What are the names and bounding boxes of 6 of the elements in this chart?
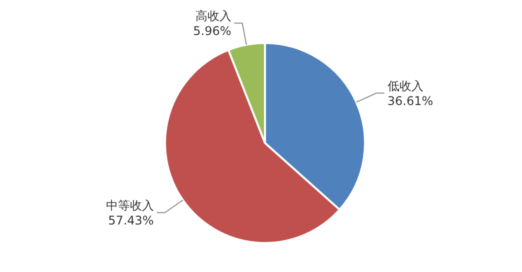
- data-label: 36.61%: [387, 94, 434, 108]
- slice-label: 中等收入: [106, 198, 154, 213]
- data-label: 5.96%: [193, 24, 232, 38]
- data-label: 57.43%: [108, 214, 154, 228]
- slice-label: 低收入: [387, 79, 424, 94]
- slice-label: 高收入: [195, 9, 232, 24]
